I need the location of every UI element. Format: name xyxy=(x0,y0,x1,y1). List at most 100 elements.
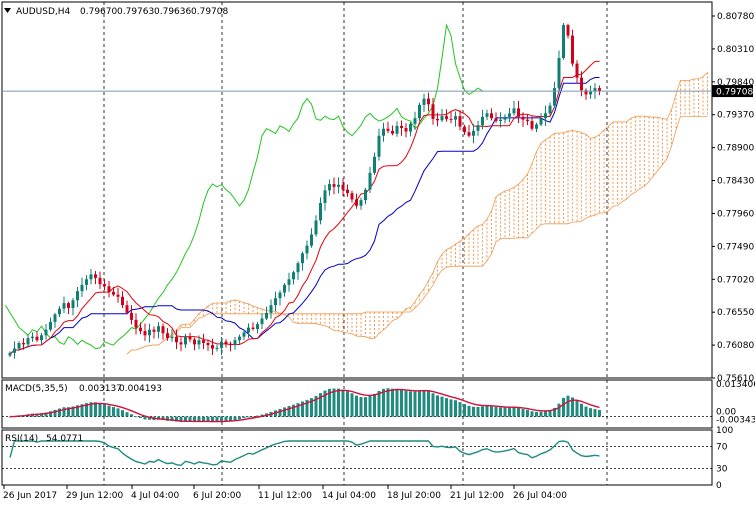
macd-bar xyxy=(598,410,601,417)
candle-body xyxy=(490,113,493,119)
indicator-lines xyxy=(5,23,708,355)
macd-bar xyxy=(539,411,543,417)
macd-bar xyxy=(202,416,205,422)
candle-body xyxy=(31,336,34,339)
macd-bar xyxy=(341,389,345,417)
macd-bar xyxy=(107,405,111,417)
macd-bar xyxy=(170,416,174,421)
candle-body xyxy=(557,58,561,89)
rsi-tick-label: 100 xyxy=(716,426,733,436)
high-value: 0.79763 xyxy=(117,7,154,17)
macd-bar xyxy=(427,390,430,417)
macd-bar xyxy=(481,406,484,417)
macd-bar xyxy=(161,416,165,421)
candle-body xyxy=(125,305,129,313)
macd-bar xyxy=(44,412,48,417)
price-tick-label: 0.76550 xyxy=(717,308,754,318)
candle-body xyxy=(404,128,408,132)
rsi-header: RSI(14) 54.0771 xyxy=(5,434,83,444)
time-tick-label: 21 Jul 12:00 xyxy=(450,491,504,501)
candle-body xyxy=(472,130,475,136)
candle-body xyxy=(220,341,223,348)
macd-bar xyxy=(292,404,295,417)
macd-bar xyxy=(467,405,471,417)
candle-body xyxy=(373,156,376,173)
macd-tick-label: -0.003439 xyxy=(716,416,755,426)
candle-body xyxy=(251,327,255,329)
candle-body xyxy=(67,303,70,308)
price-tick-label: 0.76080 xyxy=(717,341,754,351)
macd-bar xyxy=(94,402,97,417)
candle-body xyxy=(130,312,133,320)
macd-bar xyxy=(413,391,417,417)
candle-body xyxy=(314,220,318,235)
macd-bar xyxy=(454,400,457,417)
candle-body xyxy=(35,336,39,341)
price-tick-label: 0.79370 xyxy=(717,111,754,121)
candle-body xyxy=(305,245,309,254)
macd-bar xyxy=(80,404,84,417)
macd-bar xyxy=(571,397,574,417)
macd-bar xyxy=(184,416,187,422)
macd-bar xyxy=(116,408,120,417)
macd-bar xyxy=(530,411,534,417)
candle-body xyxy=(206,342,210,346)
panel-frame xyxy=(1,1,713,379)
candle-body xyxy=(494,118,498,122)
candle-body xyxy=(58,308,61,315)
time-axis: 26 Jun 2017 29 Jun 12:00 4 Jul 04:00 6 Jul … xyxy=(3,485,567,501)
candle-body xyxy=(440,116,444,121)
rsi-tick-label: 70 xyxy=(716,443,728,453)
rsi-value: 54.0771 xyxy=(46,434,83,444)
macd-bar xyxy=(593,409,597,417)
macd-bar xyxy=(166,416,169,421)
chikou-span-line xyxy=(5,23,483,350)
macd-bar xyxy=(391,388,394,417)
macd-bar xyxy=(418,390,421,417)
candle-body xyxy=(589,91,592,95)
candle-body xyxy=(386,128,390,131)
candle-body xyxy=(193,339,196,345)
macd-bar xyxy=(499,407,502,417)
macd-bar xyxy=(233,416,237,421)
macd-bar xyxy=(409,391,412,417)
price-tick-label: 0.78430 xyxy=(717,177,754,187)
candle-body xyxy=(341,184,345,190)
macd-bar xyxy=(562,397,565,417)
macd-bar xyxy=(458,402,462,417)
macd-bar xyxy=(422,390,426,417)
rsi-tick-label: 30 xyxy=(716,465,728,475)
dropdown-triangle-icon[interactable] xyxy=(4,8,11,13)
candle-body xyxy=(593,88,597,92)
candle-body xyxy=(458,116,462,127)
macd-bar xyxy=(256,415,259,417)
panel-frames xyxy=(1,1,713,486)
macd-bar xyxy=(89,402,93,417)
macd-bar xyxy=(98,403,102,417)
candle-body xyxy=(499,119,502,122)
candle-body xyxy=(310,234,313,246)
macd-bar xyxy=(278,408,282,417)
candle-body xyxy=(467,132,471,136)
macd-bar xyxy=(211,416,214,422)
macd-bar xyxy=(130,414,133,417)
price-tag-text: 0.79708 xyxy=(716,88,753,98)
macd-bar xyxy=(476,406,480,417)
macd-bar xyxy=(332,388,336,417)
chart-header: AUDUSD,H4 0.79670 0.79763 0.79636 0.7970… xyxy=(4,7,228,17)
macd-bar xyxy=(589,408,592,417)
time-tick-label: 18 Jul 20:00 xyxy=(387,491,441,501)
candle-body xyxy=(364,189,367,201)
candle-body xyxy=(175,336,178,343)
macd-bar xyxy=(463,404,466,417)
candle-body xyxy=(26,338,30,345)
macd-bar xyxy=(382,388,385,417)
candle-body xyxy=(224,341,228,344)
macd-bar xyxy=(296,403,300,417)
candle-body xyxy=(436,118,439,121)
macd-bar xyxy=(71,406,75,417)
candle-body xyxy=(337,184,340,187)
macd-bar xyxy=(103,404,106,417)
candle-body xyxy=(134,319,138,328)
panel-frame xyxy=(1,379,713,429)
